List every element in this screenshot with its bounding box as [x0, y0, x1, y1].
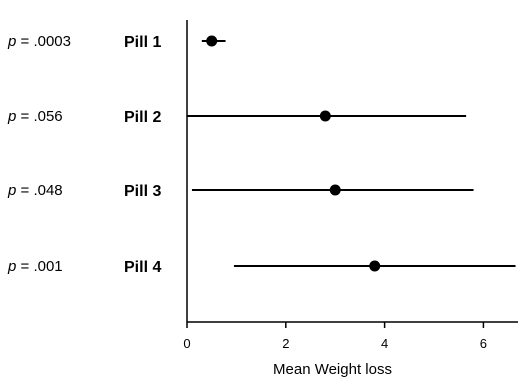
pill-label: Pill 2: [124, 109, 161, 126]
x-tick-label: 0: [183, 336, 190, 351]
pill-label: Pill 1: [124, 34, 161, 51]
row-4: p = .001 Pill 4: [7, 258, 516, 276]
x-tick-label: 6: [480, 336, 487, 351]
pill-label: Pill 3: [124, 183, 161, 200]
mean-point: [329, 184, 341, 196]
p-value-label: p = .048: [7, 182, 63, 199]
mean-point: [369, 260, 381, 272]
x-tick-label: 4: [381, 336, 388, 351]
p-value-label: p = .0003: [7, 33, 71, 50]
p-value-label: p = .001: [7, 258, 63, 275]
mean-point: [206, 35, 218, 47]
x-tick-label: 2: [282, 336, 289, 351]
row-2: p = .056 Pill 2: [7, 108, 467, 126]
row-3: p = .048 Pill 3: [7, 182, 474, 200]
mean-point: [319, 110, 331, 122]
row-1: p = .0003 Pill 1: [7, 33, 226, 51]
x-axis-label: Mean Weight loss: [273, 361, 392, 378]
x-ticks: 0 2 4 6: [183, 322, 487, 351]
rows-layer: p = .0003 Pill 1 p = .056 Pill 2 p = .048 Pil…: [7, 33, 516, 276]
p-value-label: p = .056: [7, 108, 63, 125]
pill-label: Pill 4: [124, 259, 161, 276]
